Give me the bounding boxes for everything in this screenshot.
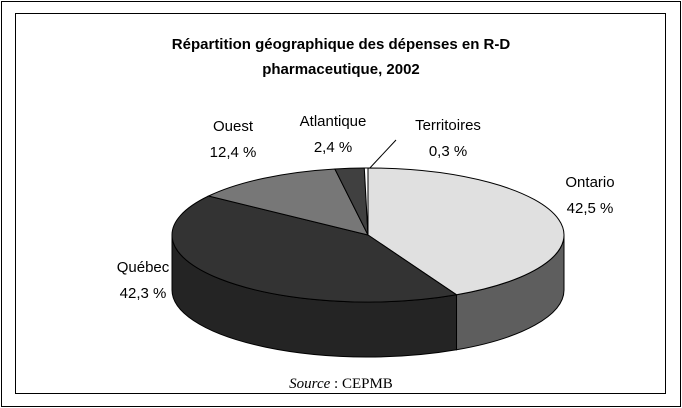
chart-title: Répartition géographique des dépenses en…	[171, 36, 511, 78]
pie-slice	[367, 167, 565, 296]
value-label: 0,3 %	[429, 143, 467, 160]
slice-label: Québec	[117, 259, 170, 276]
value-label: 42,5 %	[567, 200, 614, 217]
leader-line	[367, 139, 397, 171]
value-label: 42,3 %	[120, 285, 167, 302]
pie-slice	[207, 168, 369, 236]
slice-label: Territoires	[415, 117, 481, 134]
source-label: Source	[289, 376, 331, 392]
source-text: : CEPMB	[334, 376, 393, 392]
value-label: 12,4 %	[210, 144, 257, 161]
pie-slice	[171, 195, 458, 303]
slice-label: Ouest	[213, 118, 254, 135]
source-note: Source : CEPMB	[0, 376, 682, 393]
inner-border	[15, 13, 666, 394]
slice-label: Atlantique	[300, 113, 367, 130]
pie-slice	[363, 167, 369, 236]
slice-label: Ontario	[565, 174, 614, 191]
value-label: 2,4 %	[314, 139, 352, 156]
